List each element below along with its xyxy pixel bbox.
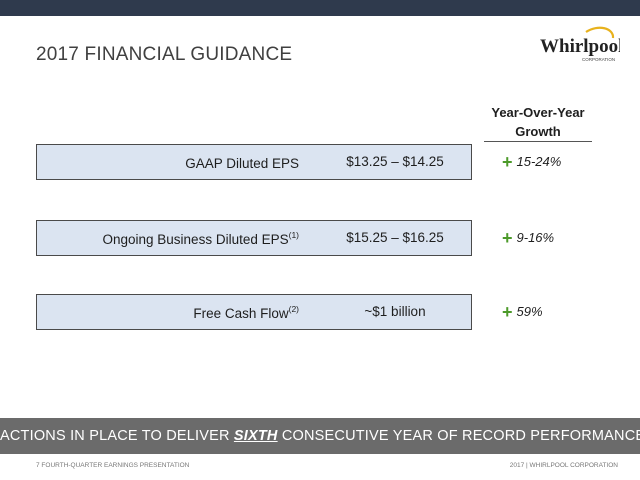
whirlpool-logo: Whirlpool CORPORATION xyxy=(534,22,620,66)
guidance-row-gaap-eps: GAAP Diluted EPS $13.25 – $14.25 xyxy=(36,144,472,180)
logo-wordmark: Whirlpool xyxy=(540,36,620,57)
guidance-row-free-cash-flow: Free Cash Flow(2) ~$1 billion xyxy=(36,294,472,330)
banner-emphasis: SIXTH xyxy=(233,428,278,444)
top-bar xyxy=(0,0,640,16)
row-label: Ongoing Business Diluted EPS(1) xyxy=(102,230,300,247)
plus-icon: + xyxy=(502,228,513,248)
row-value: $13.25 – $14.25 xyxy=(346,154,444,169)
column-header-line1: Year-Over-Year xyxy=(491,105,585,120)
guidance-row-ongoing-eps: Ongoing Business Diluted EPS(1) $15.25 –… xyxy=(36,220,472,256)
logo-subtext: CORPORATION xyxy=(582,57,615,62)
growth-free-cash-flow: +59% xyxy=(502,302,543,322)
row-value: ~$1 billion xyxy=(364,304,426,319)
growth-ongoing-eps: +9-16% xyxy=(502,228,555,248)
row-value: $15.25 – $16.25 xyxy=(346,230,444,245)
row-label: GAAP Diluted EPS xyxy=(185,156,299,171)
slide-title: 2017 FINANCIAL GUIDANCE xyxy=(36,44,293,65)
growth-column-header: Year-Over-Year Growth xyxy=(476,103,600,141)
row-label: Free Cash Flow(2) xyxy=(193,304,299,321)
record-performance-banner: ACTIONS IN PLACE TO DELIVER SIXTH CONSEC… xyxy=(0,418,640,454)
plus-icon: + xyxy=(502,152,513,172)
growth-gaap-eps: +15-24% xyxy=(502,152,562,172)
footer-left: 7 FOURTH-QUARTER EARNINGS PRESENTATION xyxy=(36,462,190,469)
column-header-line2: Growth xyxy=(515,124,561,139)
plus-icon: + xyxy=(502,302,513,322)
column-header-underline xyxy=(484,141,592,142)
footer-right: 2017 | WHIRLPOOL CORPORATION xyxy=(509,462,618,469)
